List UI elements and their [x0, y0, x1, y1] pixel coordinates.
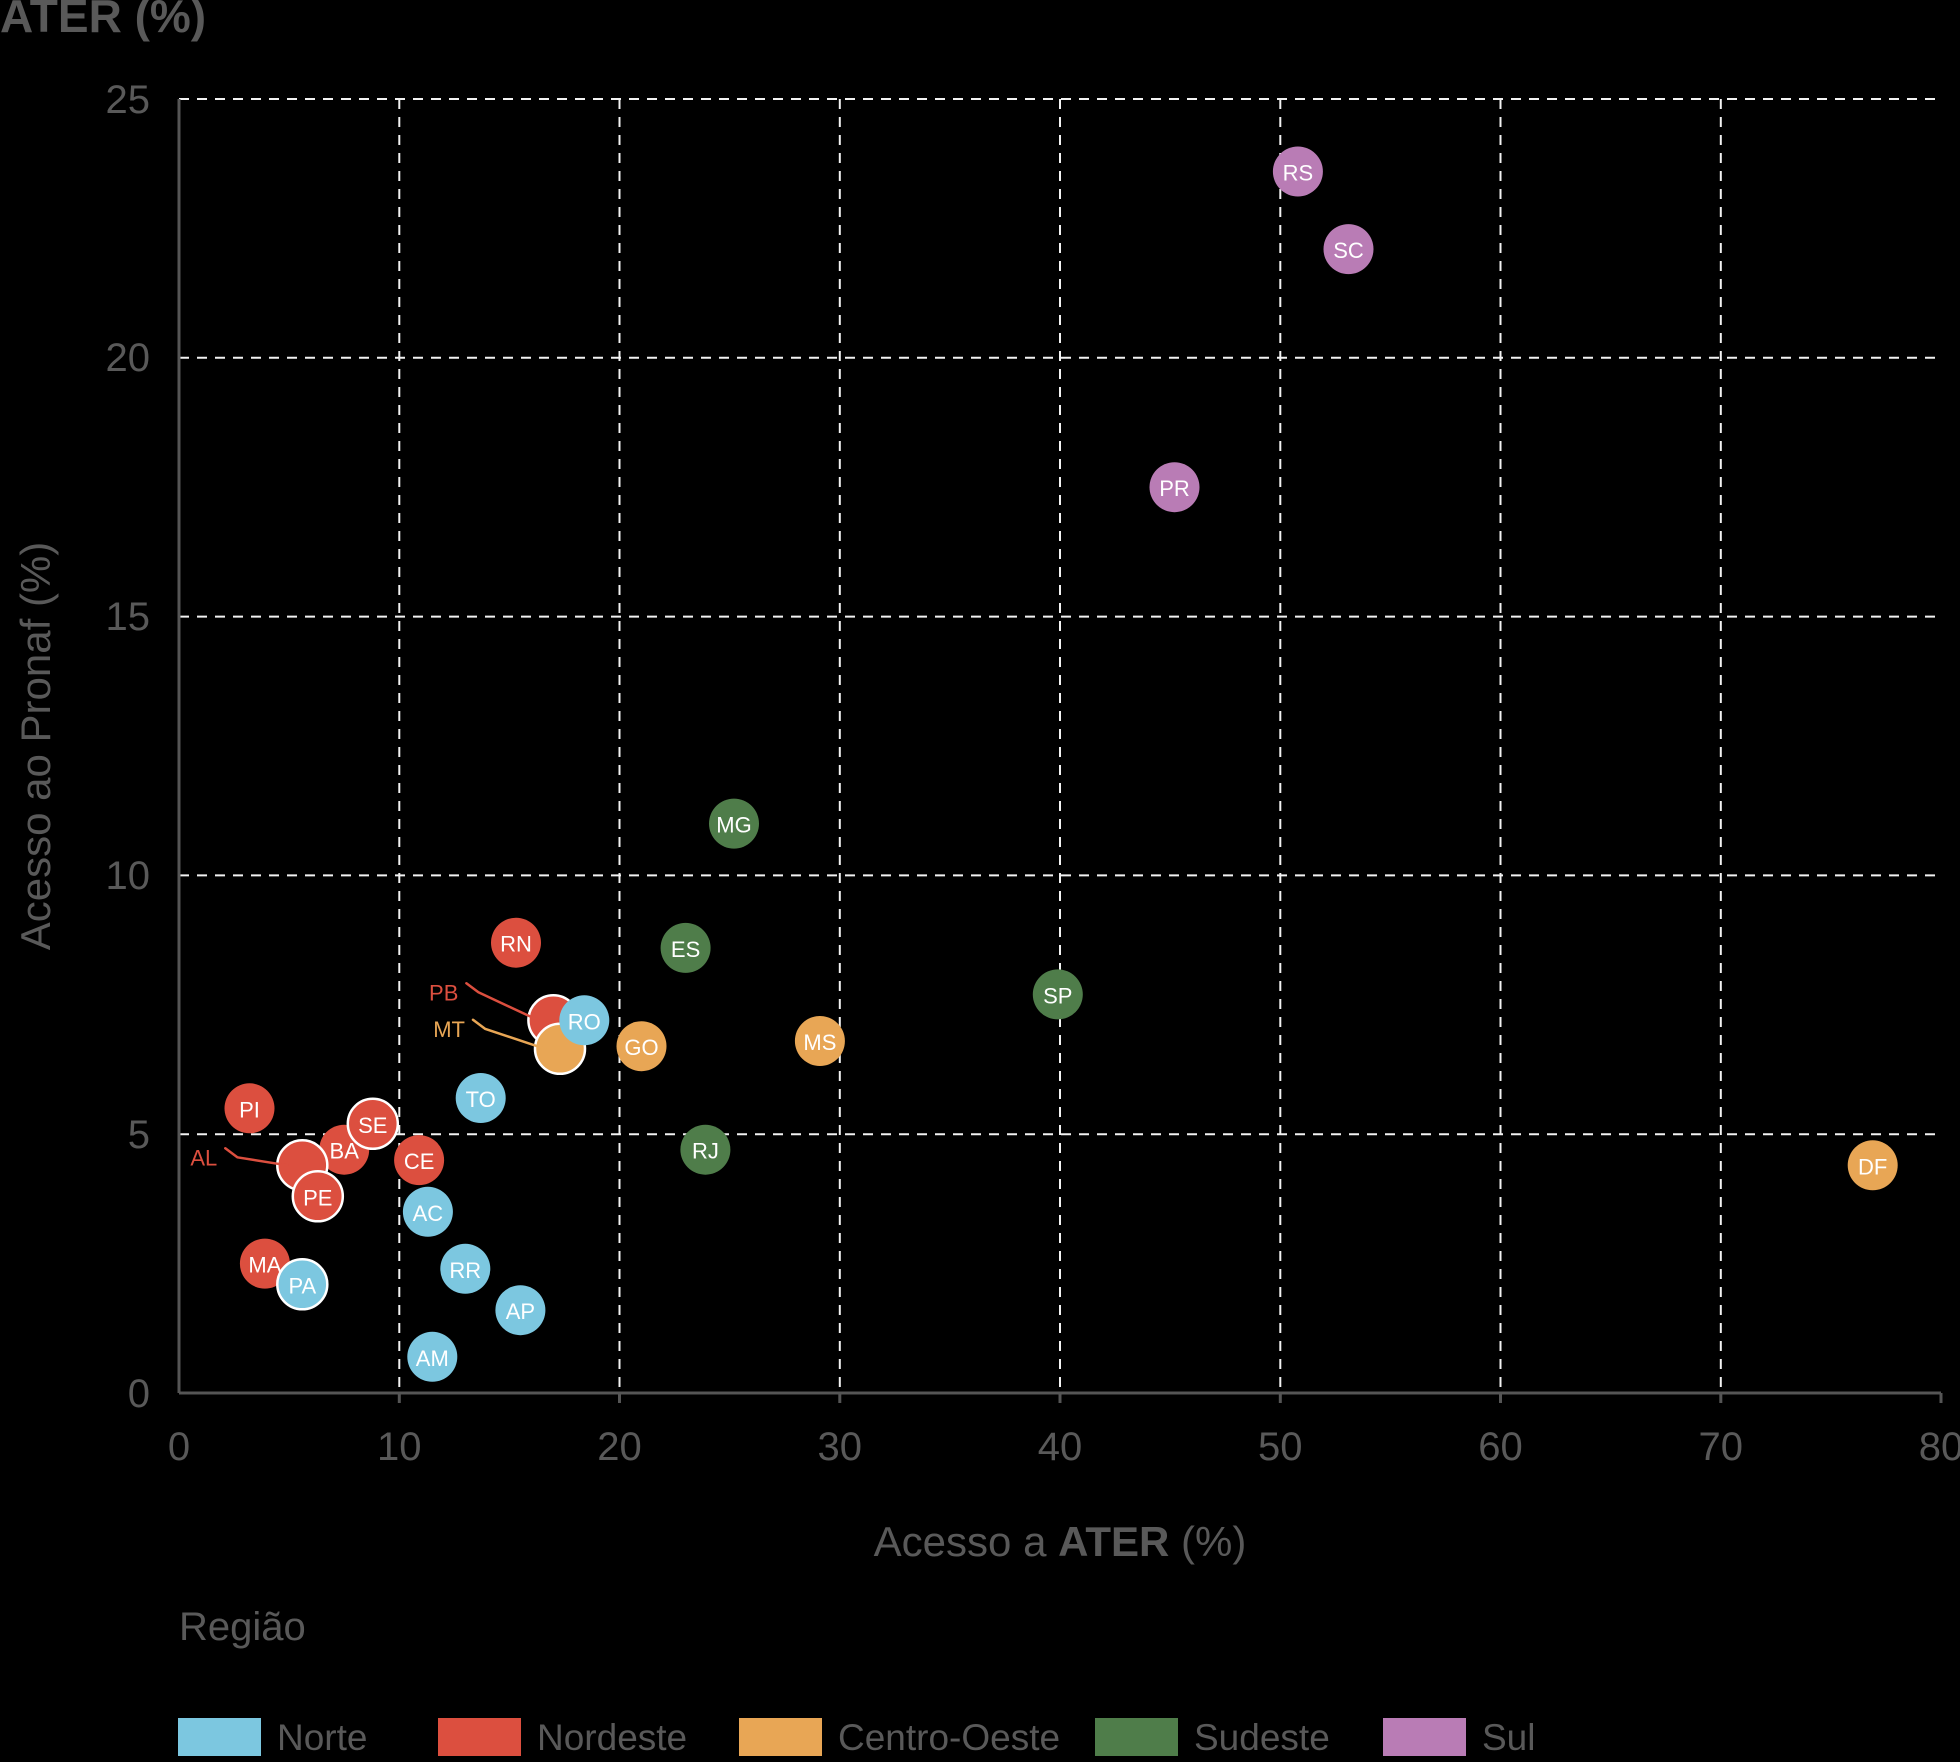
svg-text:Nordeste: Nordeste — [537, 1717, 687, 1757]
svg-text:PA: PA — [288, 1273, 316, 1298]
svg-text:MS: MS — [803, 1030, 836, 1055]
svg-text:40: 40 — [1038, 1425, 1083, 1469]
svg-text:PB: PB — [429, 980, 458, 1005]
svg-text:Acesso a ATER (%): Acesso a ATER (%) — [874, 1518, 1247, 1565]
svg-text:30: 30 — [818, 1425, 863, 1469]
svg-text:PE: PE — [303, 1185, 332, 1210]
svg-text:10: 10 — [377, 1425, 422, 1469]
svg-text:Região: Região — [179, 1605, 306, 1649]
svg-text:AM: AM — [416, 1346, 449, 1371]
svg-text:5: 5 — [128, 1113, 150, 1157]
svg-text:70: 70 — [1699, 1425, 1744, 1469]
svg-text:AP: AP — [506, 1299, 535, 1324]
svg-text:20: 20 — [597, 1425, 642, 1469]
svg-text:SC: SC — [1333, 238, 1364, 263]
svg-text:50: 50 — [1258, 1425, 1303, 1469]
svg-text:0: 0 — [168, 1425, 190, 1469]
svg-text:MA: MA — [248, 1253, 281, 1278]
svg-text:10: 10 — [106, 854, 151, 898]
svg-text:AL: AL — [190, 1145, 217, 1170]
svg-text:TO: TO — [466, 1087, 496, 1112]
svg-text:15: 15 — [106, 595, 151, 639]
svg-text:GO: GO — [624, 1035, 658, 1060]
svg-text:80: 80 — [1919, 1425, 1960, 1469]
svg-text:ATER (%): ATER (%) — [0, 0, 206, 42]
svg-text:25: 25 — [106, 78, 151, 122]
svg-text:CE: CE — [404, 1149, 435, 1174]
svg-text:SE: SE — [358, 1113, 387, 1138]
svg-text:Acesso ao Pronaf (%): Acesso ao Pronaf (%) — [12, 542, 59, 951]
svg-text:RO: RO — [568, 1009, 601, 1034]
svg-text:SP: SP — [1043, 983, 1072, 1008]
svg-text:RN: RN — [500, 932, 532, 957]
svg-text:MT: MT — [433, 1017, 465, 1042]
svg-text:Sudeste: Sudeste — [1194, 1717, 1330, 1757]
svg-text:RR: RR — [449, 1258, 481, 1283]
svg-text:MG: MG — [716, 813, 751, 838]
svg-text:DF: DF — [1858, 1154, 1887, 1179]
svg-text:60: 60 — [1478, 1425, 1523, 1469]
svg-text:0: 0 — [128, 1372, 150, 1416]
svg-text:ES: ES — [671, 937, 700, 962]
svg-text:PI: PI — [239, 1097, 260, 1122]
svg-text:RS: RS — [1283, 161, 1314, 186]
svg-text:Norte: Norte — [277, 1717, 367, 1757]
svg-text:BA: BA — [330, 1139, 360, 1164]
svg-text:PR: PR — [1159, 476, 1190, 501]
svg-text:AC: AC — [413, 1201, 444, 1226]
svg-text:Centro-Oeste: Centro-Oeste — [838, 1717, 1060, 1757]
svg-text:20: 20 — [106, 336, 151, 380]
svg-text:RJ: RJ — [692, 1139, 719, 1164]
svg-text:Sul: Sul — [1482, 1717, 1535, 1757]
